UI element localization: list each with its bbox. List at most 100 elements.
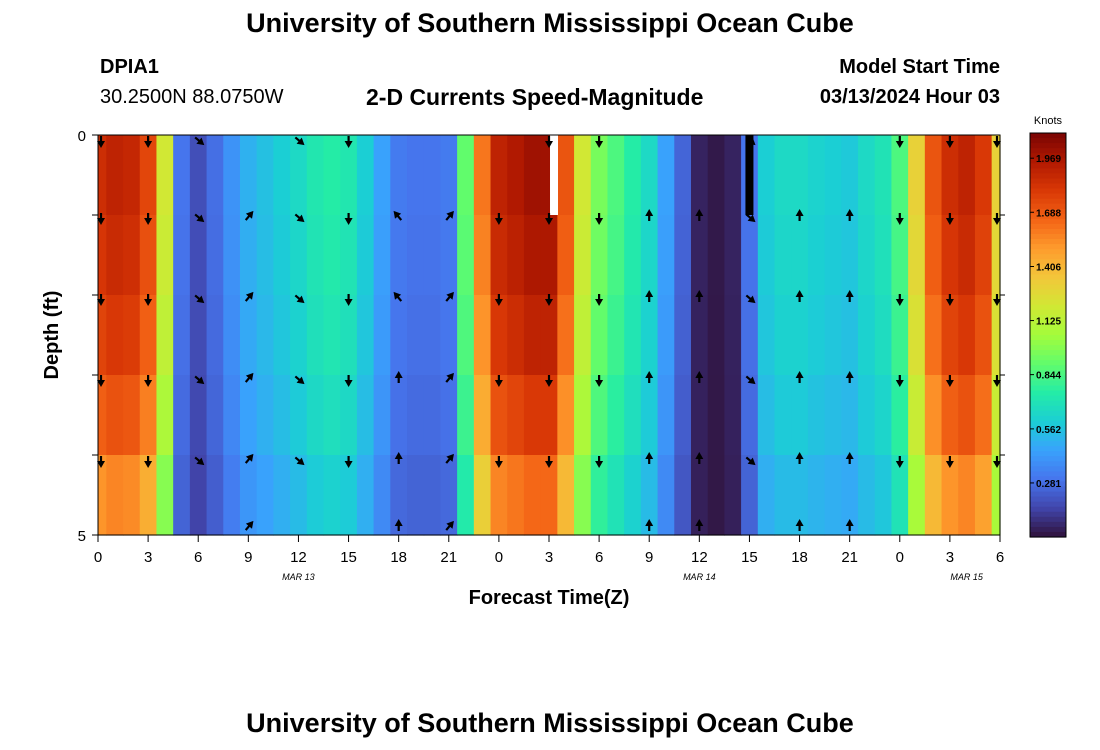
arrow-head [795,519,804,526]
current-arrow [645,209,654,221]
heatmap-cell [741,215,759,296]
heatmap-cell [189,215,208,296]
current-arrow [545,213,553,225]
heatmap-cell [824,135,842,216]
heatmap-cell [156,455,174,536]
heatmap-cell [624,375,642,456]
arrow-head [895,380,904,387]
arrow-head [945,141,954,148]
current-arrow [294,213,305,223]
colorbar-segment [1030,496,1066,503]
y-tick-label: 5 [78,528,86,545]
y-axis: 05 [78,128,1005,545]
heatmap-cell [356,455,375,536]
colorbar-segment [1030,420,1066,427]
arrow-head [795,371,804,378]
colorbar-segment [1030,178,1066,185]
arrow-head [344,141,353,148]
heatmap-cell [256,295,274,376]
current-arrow [993,294,1001,306]
heatmap-cell [824,215,842,296]
current-arrow [244,520,254,531]
heatmap-cell [824,375,842,456]
current-arrow [144,136,153,148]
heatmap-cell [239,455,258,536]
current-arrow [393,291,403,302]
heatmap-cell [924,215,943,296]
x-tick-label: 9 [645,549,653,566]
arrow-head [895,299,904,306]
current-arrow [494,294,503,306]
heatmap-cell [657,295,675,376]
heatmap-cell [707,295,725,376]
colorbar-segment [1030,299,1066,306]
arrow-head [494,380,503,387]
heatmap-cell [690,295,709,376]
heatmap-cell [774,295,792,376]
heatmap-cell [156,295,174,376]
colorbar-segment [1030,486,1066,493]
current-arrow [895,213,904,225]
heatmap-cell [507,135,525,216]
x-tick-label: 12 [290,549,307,566]
heatmap-cell [657,375,675,456]
heatmap-cell [724,375,742,456]
current-arrow [845,371,854,383]
heatmap-cell [173,215,191,296]
y-axis-label: Depth (ft) [41,291,63,380]
heatmap-cell [523,295,542,376]
arrow-head [645,371,654,378]
arrow-head [446,520,454,529]
heatmap-cell [507,295,525,376]
x-tick-label: 0 [495,549,503,566]
heatmap-cell [991,455,1001,536]
current-arrow [244,210,254,221]
current-arrow [545,294,553,306]
current-arrow [993,136,1001,148]
colorbar-segment [1030,259,1066,265]
arrow-head [645,519,654,526]
heatmap-cell [540,215,558,296]
colorbar-segment [1030,506,1066,513]
colorbar-segment [1030,218,1066,225]
heatmap-cell [98,215,107,296]
heatmap-cell [757,295,776,376]
heatmap-cell [206,215,224,296]
heatmap-cell [958,375,976,456]
heatmap-cell [423,455,442,536]
heatmap-cell [139,455,158,536]
current-arrow [745,136,756,146]
heatmap-cell [807,135,826,216]
colorbar-segment [1030,390,1066,397]
colorbar-segment [1030,511,1066,518]
heatmap-cell [457,455,475,536]
heatmap-cell [941,375,959,456]
current-arrow [144,375,153,387]
colorbar-segment [1030,405,1066,412]
current-arrow [595,456,604,468]
heatmap-cell [774,455,792,536]
heatmap-cell [223,135,241,216]
heatmap-cell [674,295,692,376]
x-tick-label: 18 [390,549,407,566]
colorbar-segment [1030,345,1066,351]
arrow-head [97,218,105,225]
colorbar-segment [1030,481,1066,488]
arrow-head [795,290,804,297]
heatmap-cell [891,215,909,296]
arrow-head [196,295,205,304]
colorbar-segment [1030,198,1066,205]
x-tick-label: 18 [791,549,808,566]
current-arrow [795,290,804,302]
heatmap-cell [290,455,308,536]
arrow-head [845,371,854,378]
current-arrow [845,519,854,531]
arrow-head [845,452,854,459]
current-arrow [945,213,954,225]
arrow-head [245,372,254,381]
current-arrow [97,213,105,225]
current-arrow [97,375,105,387]
heatmap-cell [574,375,592,456]
heatmap-cell [707,455,725,536]
current-arrow [494,375,503,387]
